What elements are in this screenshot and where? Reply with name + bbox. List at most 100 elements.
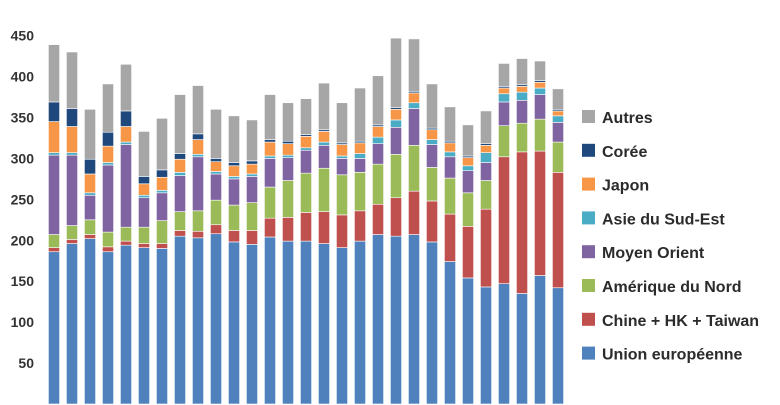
bar-segment-am-rique-du-nord	[426, 167, 438, 202]
bar-segment-japon	[210, 161, 222, 172]
bar-segment-am-rique-du-nord	[390, 154, 402, 199]
bar-segment-asie-du-sud-est	[210, 171, 222, 175]
y-tick-label: 50	[18, 355, 34, 371]
bar-segment-moyen-orient	[444, 156, 456, 179]
bar-segment-am-rique-du-nord	[102, 231, 114, 248]
bar-segment-asie-du-sud-est	[498, 93, 510, 103]
bar-segment-autres	[120, 63, 132, 112]
bar-segment-asie-du-sud-est	[372, 136, 384, 144]
bar-segment-japon	[534, 81, 546, 89]
bar-segment-moyen-orient	[390, 127, 402, 155]
bar-segment-japon	[228, 165, 240, 177]
bar-segment-union-europ-enne	[174, 235, 186, 405]
bar-segment-cor-e	[246, 160, 258, 165]
bar-segment-union-europ-enne	[462, 277, 474, 405]
bar-segment-cor-e	[138, 176, 150, 185]
bar-segment-japon	[282, 143, 294, 156]
bar-segment-am-rique-du-nord	[48, 234, 60, 248]
bar-segment-chine-hk-taiwan	[552, 172, 564, 289]
bar-segment-cor-e	[210, 158, 222, 162]
bar-segment-am-rique-du-nord	[336, 174, 348, 216]
bar-segment-asie-du-sud-est	[66, 152, 78, 156]
bar-segment-union-europ-enne	[156, 248, 168, 405]
bar-segment-asie-du-sud-est	[516, 91, 528, 101]
bar-segment-chine-hk-taiwan	[48, 247, 60, 253]
bar-segment-japon	[498, 87, 510, 95]
bar-segment-asie-du-sud-est	[192, 154, 204, 158]
bar-segment-asie-du-sud-est	[480, 152, 492, 163]
bar-segment-autres	[444, 106, 456, 142]
bar-segment-autres	[480, 110, 492, 144]
bar-segment-asie-du-sud-est	[408, 102, 420, 109]
bar-segment-moyen-orient	[48, 154, 60, 235]
legend-swatch	[582, 143, 595, 157]
bar-segment-autres	[138, 131, 150, 177]
bar-segment-autres	[336, 102, 348, 144]
legend-label: Autres	[602, 110, 653, 127]
bar-segment-autres	[300, 98, 312, 135]
bar-segment-japon	[174, 158, 186, 173]
bar-segment-chine-hk-taiwan	[120, 240, 132, 246]
bar-segment-autres	[390, 37, 402, 108]
bar-segment-union-europ-enne	[210, 233, 222, 405]
legend-label: Corée	[602, 144, 647, 161]
bar-segment-autres	[48, 44, 60, 103]
bar-segment-am-rique-du-nord	[354, 172, 366, 212]
bar-segment-autres	[66, 51, 78, 109]
bar-segment-autres	[84, 109, 96, 160]
bar-segment-asie-du-sud-est	[336, 155, 348, 159]
bar-segment-am-rique-du-nord	[264, 186, 276, 219]
bar-segment-moyen-orient	[408, 108, 420, 146]
bar-segment-japon	[408, 92, 420, 104]
bar-segment-moyen-orient	[372, 143, 384, 165]
bar-segment-union-europ-enne	[66, 243, 78, 405]
bar-segment-union-europ-enne	[282, 240, 294, 405]
bar-segment-autres	[408, 38, 420, 92]
bar-segment-japon	[84, 173, 96, 194]
legend-swatch	[582, 177, 595, 191]
bar-segment-japon	[102, 145, 114, 163]
bar-segment-chine-hk-taiwan	[480, 208, 492, 288]
bar-segment-moyen-orient	[66, 154, 78, 226]
bar-segment-chine-hk-taiwan	[336, 214, 348, 248]
bar-segment-union-europ-enne	[300, 240, 312, 405]
bar-segment-am-rique-du-nord	[318, 167, 330, 212]
bar-segment-union-europ-enne	[552, 287, 564, 405]
bar-segment-chine-hk-taiwan	[516, 151, 528, 294]
bar-segment-chine-hk-taiwan	[318, 211, 330, 244]
y-tick-label: 200	[11, 232, 35, 248]
bar-segment-moyen-orient	[192, 156, 204, 212]
bar-segment-asie-du-sud-est	[444, 151, 456, 158]
bar-segment-asie-du-sud-est	[228, 176, 240, 180]
bar-segment-am-rique-du-nord	[174, 211, 186, 231]
bar-segment-cor-e	[120, 110, 132, 127]
bar-segment-japon	[552, 110, 564, 117]
y-tick-label: 250	[11, 191, 35, 207]
bar-segment-moyen-orient	[84, 194, 96, 221]
bar-segment-asie-du-sud-est	[552, 115, 564, 123]
bar-segment-union-europ-enne	[480, 286, 492, 405]
bar-segment-asie-du-sud-est	[300, 147, 312, 151]
bar-segment-am-rique-du-nord	[480, 180, 492, 210]
bar-segment-chine-hk-taiwan	[498, 156, 510, 284]
bar-segment-moyen-orient	[300, 149, 312, 174]
bar-segment-asie-du-sud-est	[174, 172, 186, 176]
bar-segment-union-europ-enne	[390, 235, 402, 405]
bar-segment-moyen-orient	[534, 94, 546, 120]
bar-segment-moyen-orient	[156, 192, 168, 221]
bar-segment-am-rique-du-nord	[282, 180, 294, 218]
bar-segment-union-europ-enne	[426, 241, 438, 405]
bar-segment-moyen-orient	[138, 197, 150, 228]
bar-segment-asie-du-sud-est	[264, 155, 276, 159]
legend-label: Chine + HK + Taiwan	[602, 313, 759, 330]
bar-segment-autres	[552, 88, 564, 110]
bar-segment-am-rique-du-nord	[66, 225, 78, 240]
bar-segment-chine-hk-taiwan	[444, 213, 456, 262]
bar-segment-union-europ-enne	[516, 293, 528, 405]
bar-segment-union-europ-enne	[48, 251, 60, 405]
bar-segment-moyen-orient	[354, 158, 366, 173]
bar-segment-chine-hk-taiwan	[372, 203, 384, 235]
bar-segment-am-rique-du-nord	[156, 220, 168, 244]
bar-segment-autres	[354, 87, 366, 142]
y-tick-label: 350	[11, 109, 35, 125]
